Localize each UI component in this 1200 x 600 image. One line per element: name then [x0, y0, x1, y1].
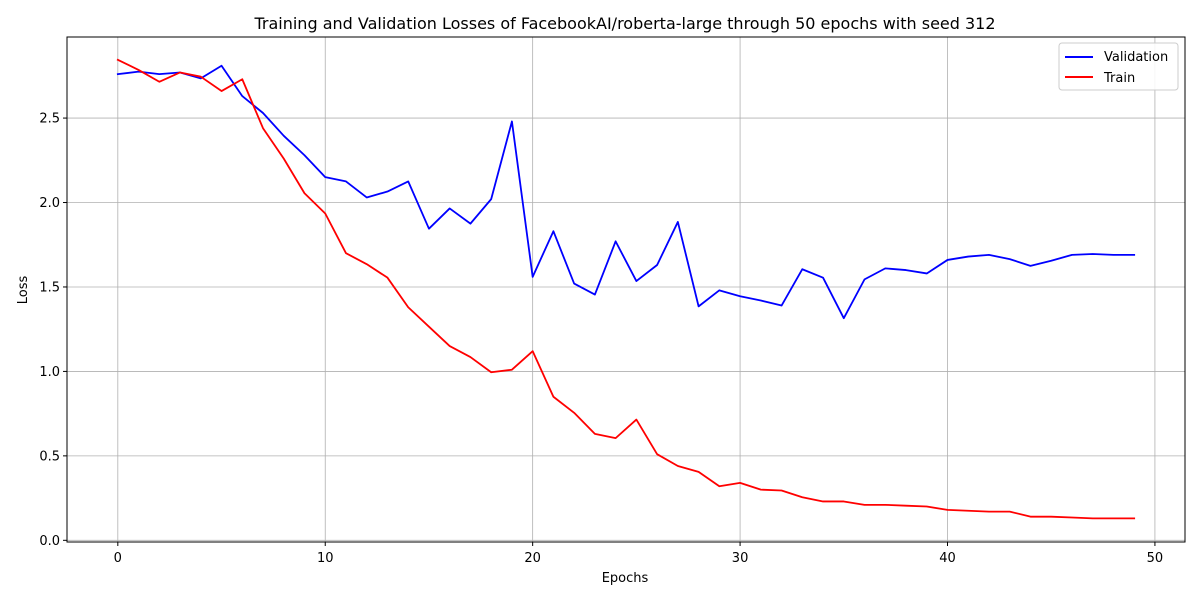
series-lines — [116, 58, 1136, 520]
y-axis-label: Loss — [16, 276, 31, 305]
x-tick-label: 10 — [317, 551, 334, 566]
y-tick-label: 2.0 — [39, 196, 60, 211]
x-axis-label: Epochs — [602, 571, 649, 586]
y-tick-label: 0.5 — [39, 449, 60, 464]
series-line-train — [116, 58, 1136, 520]
plot-area-frame — [66, 36, 1186, 543]
legend: Validation Train — [1058, 42, 1179, 91]
x-tick-label: 30 — [732, 551, 749, 566]
legend-label-train: Train — [1103, 71, 1135, 86]
y-tick-label: 1.0 — [39, 365, 60, 380]
x-tick-label: 50 — [1147, 551, 1164, 566]
grid — [67, 37, 1185, 542]
x-tick-label: 40 — [939, 551, 956, 566]
legend-box — [1058, 42, 1179, 91]
x-tick-label: 20 — [524, 551, 541, 566]
y-tick-label: 2.5 — [39, 112, 60, 127]
x-tick-label: 0 — [114, 551, 122, 566]
legend-label-validation: Validation — [1104, 50, 1168, 65]
x-axis-ticks: 0 10 20 30 40 50 — [114, 542, 1164, 566]
chart-title: Training and Validation Losses of Facebo… — [253, 14, 995, 33]
y-tick-label: 1.5 — [39, 280, 60, 295]
series-line-validation — [116, 64, 1136, 320]
y-axis-ticks: 0.0 0.5 1.0 1.5 2.0 2.5 — [39, 112, 67, 549]
y-tick-label: 0.0 — [39, 534, 60, 549]
